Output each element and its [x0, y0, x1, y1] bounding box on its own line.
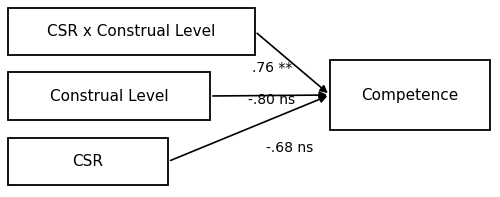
Bar [330, 60, 490, 130]
Bar [8, 8, 255, 55]
Bar [8, 138, 168, 185]
Text: CSR: CSR [72, 154, 104, 169]
Bar [8, 72, 210, 120]
Text: CSR x Construal Level: CSR x Construal Level [48, 24, 215, 39]
Text: -.80 ns: -.80 ns [248, 93, 296, 107]
Text: -.68 ns: -.68 ns [266, 141, 314, 155]
Text: .76 **: .76 ** [252, 61, 292, 75]
Text: Construal Level: Construal Level [50, 88, 168, 103]
Text: Competence: Competence [362, 87, 458, 102]
